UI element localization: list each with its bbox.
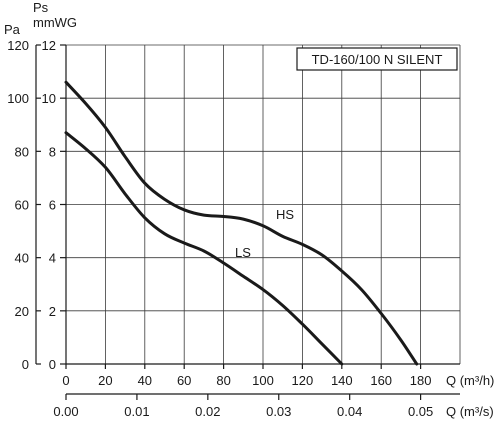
x2-tick-label: 0.04 (337, 404, 362, 419)
series-label-ls: LS (235, 245, 251, 260)
x-tick-label: 120 (292, 373, 314, 388)
y-tick-label-mmwg: 8 (49, 144, 56, 159)
x-tick-label: 140 (331, 373, 353, 388)
y-tick-label-mmwg: 6 (49, 198, 56, 213)
x-tick-label: 40 (138, 373, 152, 388)
y-tick-label-mmwg: 4 (49, 251, 56, 266)
x-tick-label: 0 (62, 373, 69, 388)
series-line-ls (64, 131, 344, 366)
x2-tick-label: 0.03 (266, 404, 291, 419)
x-axis-label: Q (m³/h) (446, 373, 494, 388)
y-tick-label-pa: 0 (22, 357, 29, 372)
x2-tick-label: 0.01 (124, 404, 149, 419)
x2-tick-label: 0.00 (53, 404, 78, 419)
x-tick-label: 180 (410, 373, 432, 388)
y-tick-label-mmwg: 10 (42, 91, 56, 106)
y-tick-label-mmwg: 12 (42, 38, 56, 53)
x2-tick-label: 0.05 (408, 404, 433, 419)
y-tick-label-pa: 60 (15, 198, 29, 213)
series-label-hs: HS (276, 207, 294, 222)
y-tick-label-pa: 20 (15, 304, 29, 319)
y-tick-label-mmwg: 0 (49, 357, 56, 372)
x2-tick-label: 0.02 (195, 404, 220, 419)
y-unit-pa: Pa (4, 22, 21, 37)
y-tick-label-pa: 120 (7, 38, 29, 53)
y-tick-label-pa: 100 (7, 91, 29, 106)
y-tick-label-mmwg: 2 (49, 304, 56, 319)
series-line-hs (64, 80, 419, 366)
model-box (296, 47, 458, 71)
x2-axis-label: Q (m³/s) (446, 404, 494, 419)
x-tick-label: 20 (98, 373, 112, 388)
x-tick-label: 80 (216, 373, 230, 388)
y-unit-mmwg: mmWG (33, 15, 77, 30)
y-tick-label-pa: 80 (15, 144, 29, 159)
x-tick-label: 100 (252, 373, 274, 388)
chart-title: TD-160/100 N SILENT (312, 52, 443, 67)
y-tick-label-pa: 40 (15, 251, 29, 266)
axes (35, 44, 460, 400)
curves (64, 80, 419, 366)
x-tick-label: 160 (370, 373, 392, 388)
grid-lines (66, 44, 461, 364)
y-unit-ps: Ps (33, 0, 49, 15)
x-tick-label: 60 (177, 373, 191, 388)
